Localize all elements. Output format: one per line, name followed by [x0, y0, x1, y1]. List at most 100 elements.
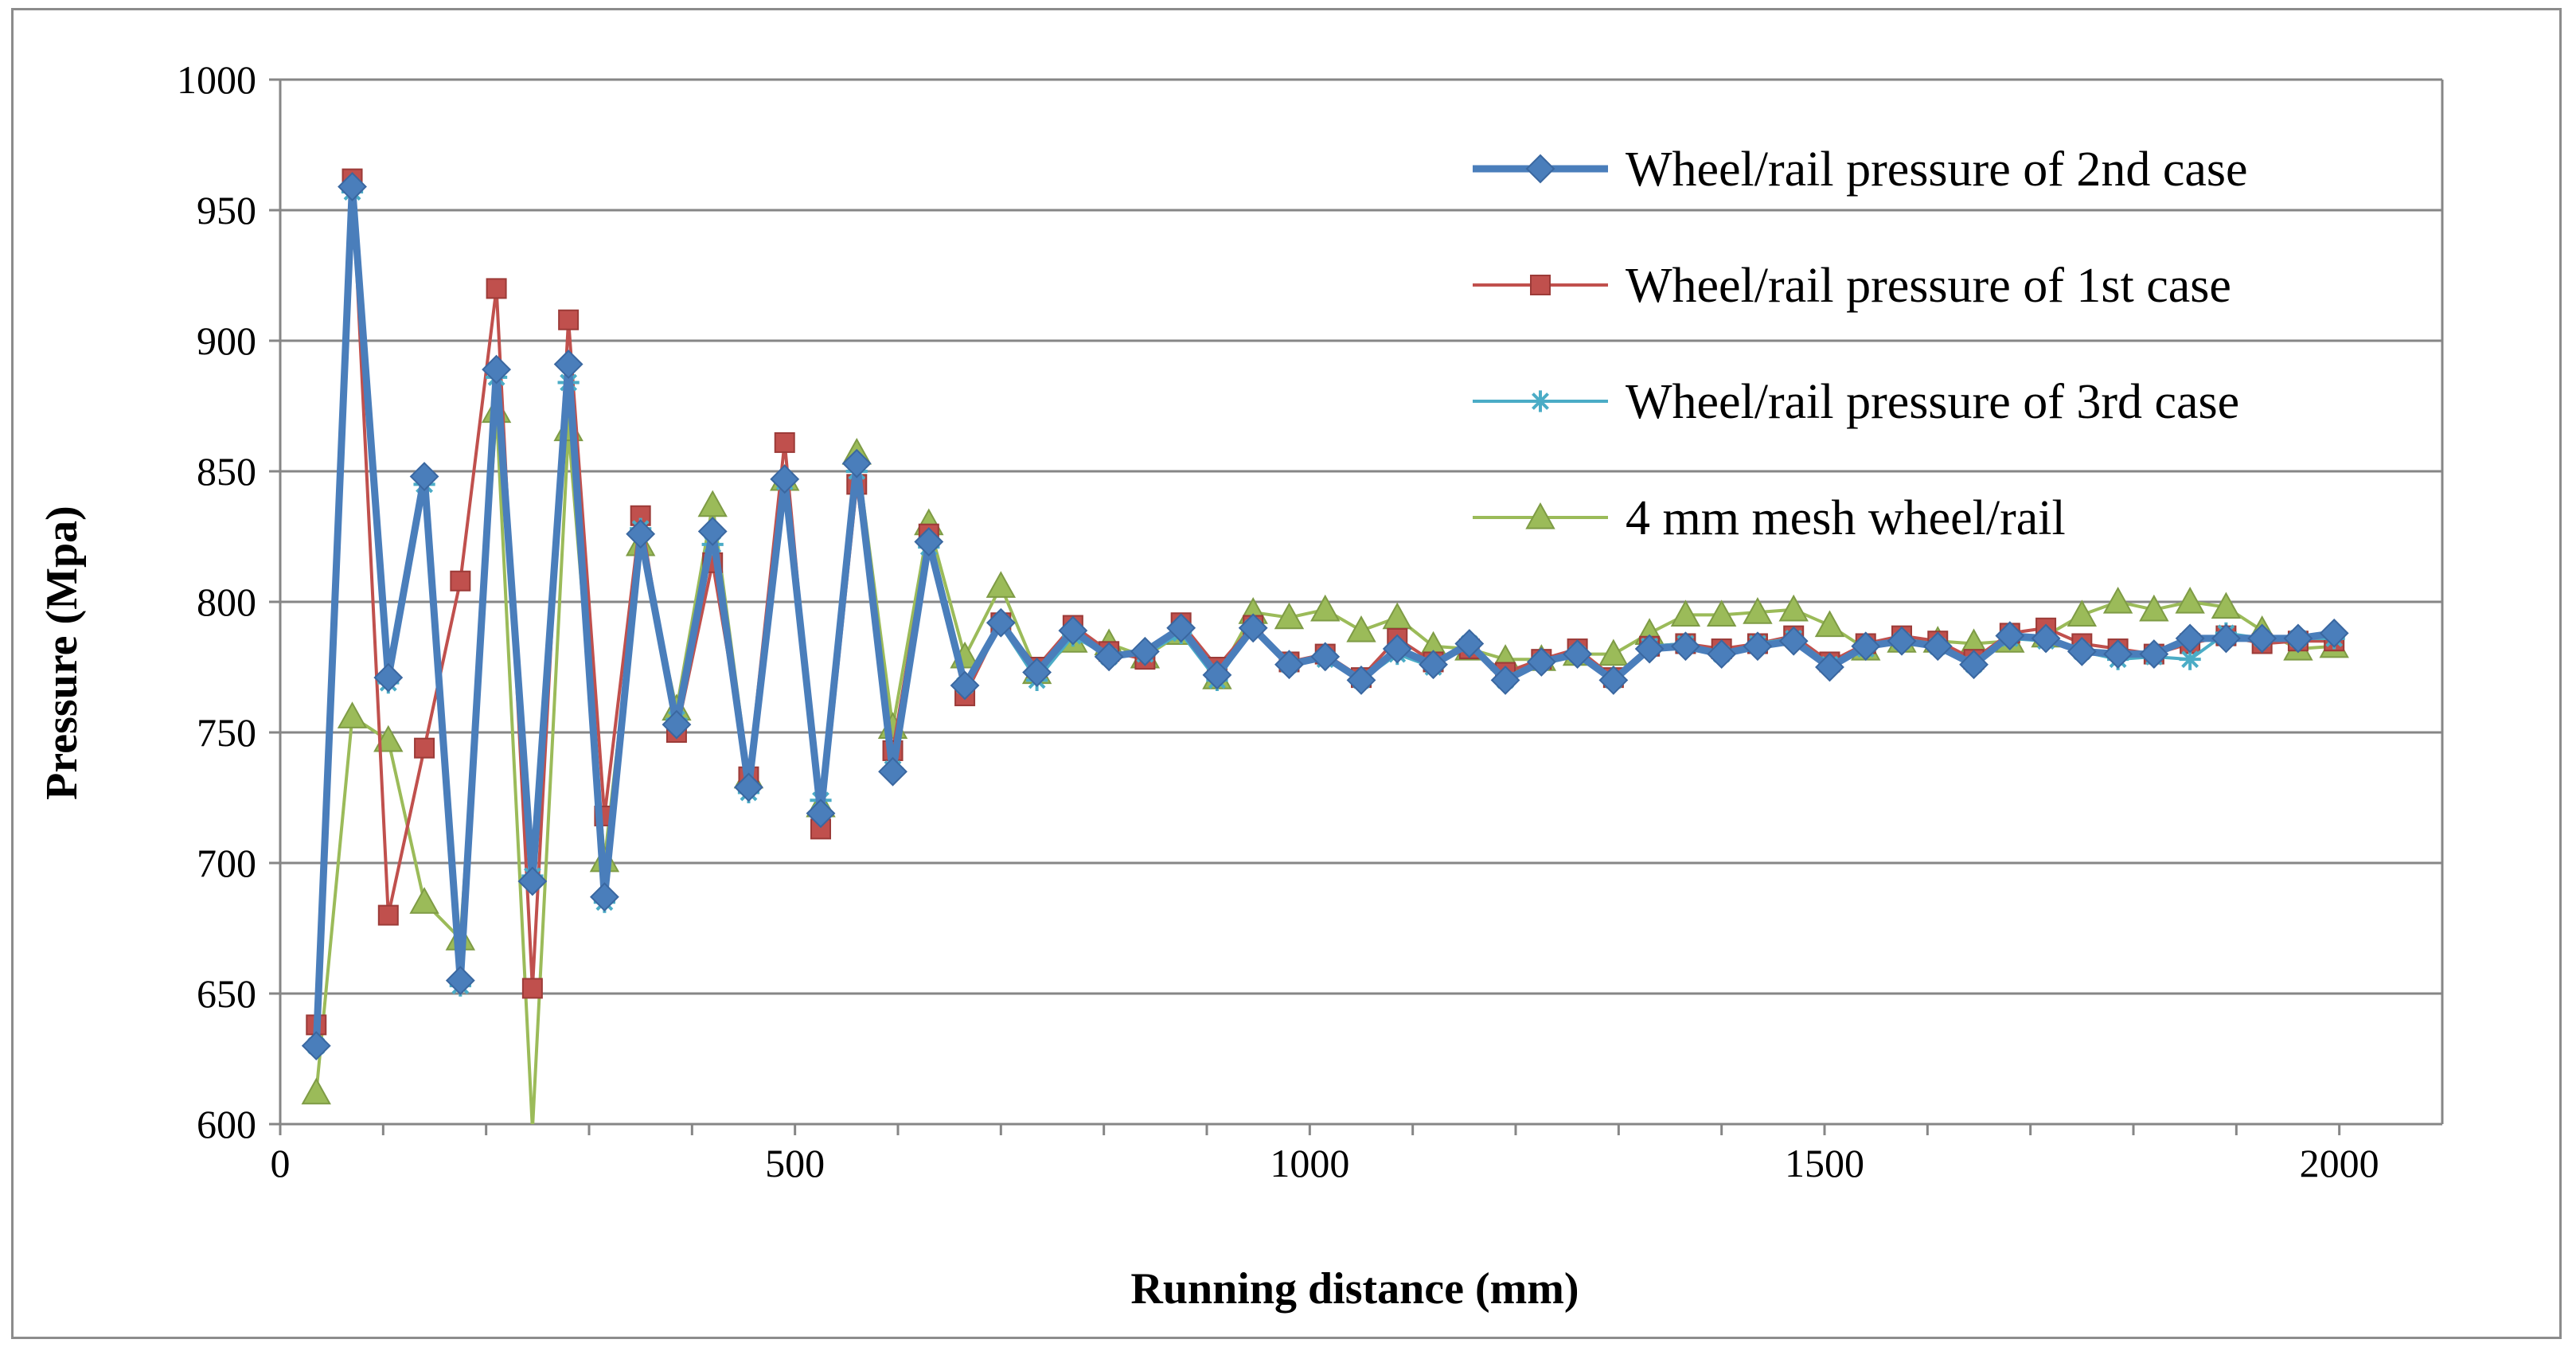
data-point	[1130, 636, 1160, 666]
data-point	[626, 519, 656, 549]
data-point	[445, 966, 475, 996]
data-point	[1526, 647, 1556, 677]
data-point	[1454, 629, 1485, 658]
data-point	[697, 517, 728, 546]
legend: Wheel/rail pressure of 2nd case Wheel/rai…	[1473, 143, 2248, 545]
y-tick-label: 600	[197, 1102, 256, 1146]
y-tick-label: 950	[197, 188, 256, 232]
y-tick-label: 750	[197, 710, 256, 755]
data-point	[521, 978, 543, 999]
data-point	[1058, 615, 1088, 646]
data-point	[2067, 599, 2098, 627]
data-point	[1529, 390, 1551, 412]
data-point	[1310, 594, 1341, 622]
data-point	[878, 756, 907, 787]
data-point	[2139, 594, 2169, 622]
y-tick-label: 850	[197, 449, 256, 494]
data-point	[1382, 602, 1412, 630]
data-point	[1922, 631, 1953, 662]
data-point	[1166, 613, 1196, 643]
data-point	[1382, 634, 1412, 664]
x-tick-label: 1500	[1785, 1141, 1864, 1185]
data-point	[2175, 586, 2205, 614]
data-point	[1743, 597, 1773, 624]
data-point	[2179, 648, 2201, 670]
data-point	[1238, 613, 1268, 643]
data-point	[1490, 665, 1520, 695]
data-point	[1346, 615, 1376, 642]
data-point	[770, 464, 800, 494]
data-point	[1202, 660, 1232, 690]
data-point	[2319, 618, 2349, 648]
y-tick-label: 800	[197, 580, 256, 624]
data-point	[450, 570, 471, 592]
series-1	[301, 172, 2349, 1061]
data-point	[1274, 602, 1305, 630]
data-point	[553, 349, 584, 379]
data-point	[950, 670, 980, 701]
data-point	[1530, 275, 1551, 295]
axes: 600 650 700 750 800 850 900 950 1000 0 500 1000 1500…	[177, 57, 2442, 1185]
data-point	[1670, 631, 1700, 662]
data-point	[2175, 623, 2205, 654]
legend-entry: Wheel/rail pressure of 3rd case	[1473, 375, 2239, 429]
data-point	[774, 431, 795, 453]
data-point	[1598, 638, 1629, 666]
data-point	[914, 527, 944, 556]
data-point	[1814, 610, 1845, 638]
legend-label: 4 mm mesh wheel/rail	[1626, 491, 2066, 545]
data-point	[1094, 642, 1124, 672]
legend-label: Wheel/rail pressure of 3rd case	[1626, 375, 2239, 429]
data-point	[986, 607, 1016, 638]
data-point	[517, 866, 548, 896]
data-point	[2139, 639, 2169, 670]
y-tick-label: 650	[197, 971, 256, 1016]
data-point	[1563, 639, 1593, 670]
data-point	[1778, 626, 1809, 656]
data-point	[2031, 623, 2061, 654]
data-point	[1419, 650, 1448, 680]
data-point	[414, 737, 435, 759]
data-point	[1634, 634, 1665, 664]
data-point	[338, 172, 367, 201]
data-point-stroke	[2181, 650, 2199, 669]
data-point	[986, 571, 1017, 598]
x-tick-label: 2000	[2300, 1141, 2379, 1185]
data-point	[2103, 639, 2133, 670]
legend-label: Wheel/rail pressure of 2nd case	[1626, 143, 2248, 197]
y-tick-label: 900	[197, 318, 256, 363]
data-point	[301, 1031, 331, 1061]
data-point	[409, 462, 439, 491]
data-point	[841, 448, 872, 478]
data-point	[337, 701, 368, 728]
data-point	[558, 309, 580, 330]
data-series	[301, 168, 2349, 1124]
data-point	[1310, 642, 1341, 672]
y-axis-title: Pressure (Mpa)	[37, 506, 87, 800]
data-point	[1815, 652, 1844, 682]
data-point	[1851, 631, 1881, 662]
data-point	[377, 904, 399, 926]
data-point	[1346, 665, 1376, 695]
data-point	[1525, 502, 1555, 529]
data-point	[2211, 592, 2242, 619]
data-point	[2102, 586, 2133, 614]
data-point	[806, 798, 836, 829]
data-point	[482, 354, 512, 385]
data-point	[1670, 599, 1701, 627]
data-point	[1598, 665, 1629, 695]
data-point	[409, 887, 439, 914]
x-tick-label: 1000	[1270, 1141, 1349, 1185]
x-tick-label: 500	[765, 1141, 825, 1185]
data-point	[301, 1077, 331, 1105]
data-point	[2283, 623, 2313, 654]
data-point	[1274, 650, 1304, 680]
x-tick-label: 0	[271, 1141, 291, 1185]
y-tick-label: 1000	[177, 57, 256, 102]
data-point	[486, 278, 507, 299]
data-point	[589, 882, 619, 912]
data-point	[1778, 594, 1809, 622]
legend-entry: Wheel/rail pressure of 1st case	[1473, 259, 2231, 313]
data-point	[1887, 626, 1917, 656]
